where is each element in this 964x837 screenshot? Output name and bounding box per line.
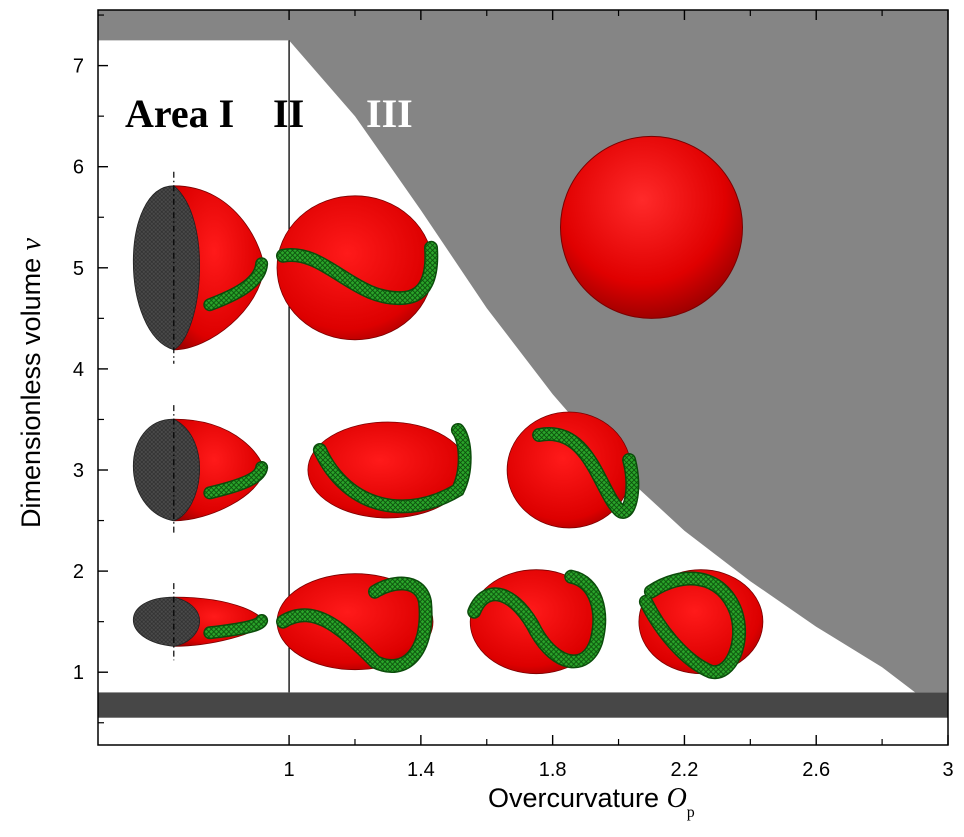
x-tick-label: 1 — [284, 759, 295, 781]
x-tick-label: 2.2 — [671, 759, 699, 781]
shape-banded-vesicle — [467, 569, 607, 675]
x-tick-label: 2.6 — [802, 759, 830, 781]
y-tick-label: 4 — [73, 359, 84, 381]
shape-banded-vesicle — [307, 421, 472, 519]
y-tick-label: 1 — [73, 662, 84, 684]
ring-band — [640, 573, 745, 678]
excluded-band — [98, 692, 948, 718]
shape-ring-open-vesicle — [133, 171, 269, 364]
ring-band — [277, 242, 437, 304]
shapes-layer — [133, 135, 764, 680]
shape-banded-vesicle — [276, 195, 439, 341]
ring-band — [204, 258, 267, 310]
ring-band — [204, 615, 267, 638]
y-tick-label: 6 — [73, 157, 84, 179]
y-axis-title: Dimensionless volume v — [16, 237, 47, 528]
x-axis-subscript: p — [687, 804, 695, 821]
x-axis-symbol: O — [667, 783, 687, 814]
shape-banded-vesicle — [276, 573, 434, 673]
shape-ring-open-vesicle — [133, 583, 269, 661]
x-axis-title-text: Overcurvature — [488, 783, 667, 813]
x-axis-title: Overcurvature Op — [488, 783, 695, 821]
ring-band — [277, 578, 432, 672]
x-tick-label: 1.4 — [407, 759, 435, 781]
region-label-1: II — [273, 91, 304, 136]
y-tick-label: 7 — [73, 56, 84, 78]
sphere — [560, 135, 743, 319]
x-tick-label: 3 — [942, 759, 953, 781]
cutaway — [133, 418, 201, 522]
region-label-0: Area I — [125, 91, 234, 136]
y-axis-title-text: Dimensionless volume — [16, 250, 46, 528]
shape-ring-open-vesicle — [133, 405, 269, 535]
region-III — [98, 10, 948, 693]
y-axis-symbol: v — [16, 237, 47, 250]
membrane — [276, 195, 434, 341]
y-tick-label: 5 — [73, 258, 84, 280]
shape-banded-vesicle — [506, 411, 640, 529]
x-tick-label: 1.8 — [539, 759, 567, 781]
labels-layer: Area I II III — [125, 91, 413, 136]
regions-layer — [98, 10, 948, 718]
ring-band — [533, 428, 638, 518]
ring-band — [204, 462, 267, 498]
shape-banded-vesicle — [638, 569, 764, 680]
plot-frame — [97, 9, 949, 746]
ring-band — [468, 571, 605, 667]
y-tick-label: 3 — [73, 460, 84, 482]
axes-layer: 1 1.4 1.8 2.2 2.6 3 1 2 3 4 5 6 7 Overcurvature Op Dim… — [16, 9, 954, 821]
y-tick-label: 2 — [73, 561, 84, 583]
shape-sphere — [560, 135, 743, 319]
ring-band — [314, 424, 471, 512]
region-label-2: III — [366, 91, 413, 136]
